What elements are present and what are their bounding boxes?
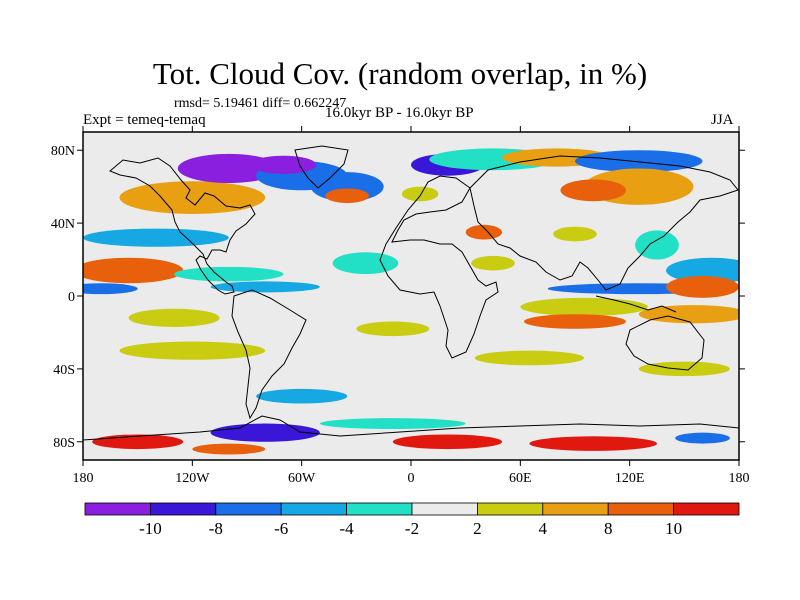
anomaly-patch-13 [356, 321, 430, 337]
anomaly-patch-7 [174, 266, 284, 282]
asia-coastline [469, 155, 739, 291]
x-axis: 180 120W 60W 0 60E 120E 180 [73, 126, 750, 486]
y-tick-label: 80N [51, 144, 75, 159]
colorbar-label: -10 [139, 519, 162, 538]
antarctica-coastline [83, 415, 739, 441]
anomaly-patch-39 [192, 443, 266, 455]
anomaly-patch-24 [471, 255, 515, 271]
colorbar-swatch-9 [607, 502, 675, 516]
colorbar-label: 8 [604, 519, 613, 538]
anomaly-patch-9 [210, 281, 320, 293]
colorbar-label: 10 [665, 519, 682, 538]
colorbar-swatch-10 [673, 502, 740, 516]
y-tick-label: 40N [51, 217, 75, 232]
period-label: 16.0kyr BP - 16.0kyr BP [325, 105, 474, 121]
rmsd-diff-stats: rmsd= 5.19461 diff= 0.662247 [174, 96, 347, 111]
anomaly-patch-38 [92, 434, 184, 450]
experiment-label: Expt = temeq-temaq [83, 112, 206, 128]
colorbar-label: -2 [405, 519, 419, 538]
anomaly-patch-26 [635, 230, 679, 260]
anomaly-patch-4 [250, 155, 317, 174]
colorbar-swatch-8 [542, 502, 609, 516]
anomaly-patch-19 [575, 150, 703, 173]
anomaly-patch-27 [666, 257, 739, 284]
australia-coastline [625, 315, 705, 371]
x-tick-label: 0 [408, 471, 415, 486]
x-tick-label: 60E [509, 471, 532, 486]
colorbar-swatch-6 [411, 502, 478, 516]
y-tick-label: 40S [53, 363, 75, 378]
y-tick-label: 80S [53, 436, 75, 451]
season-label: JJA [711, 112, 734, 128]
anomaly-patch-31 [523, 314, 627, 329]
anomaly-patch-40 [392, 434, 503, 450]
anomaly-patch-37 [319, 418, 466, 430]
x-tick-label: 60W [288, 471, 316, 486]
anomaly-patch-22 [401, 186, 439, 202]
indonesia-coastline [595, 295, 677, 313]
colorbar-swatch-5 [346, 502, 413, 516]
anomaly-patch-10 [128, 308, 220, 327]
anomaly-patch-34 [638, 361, 730, 377]
anomaly-patch-11 [119, 341, 266, 360]
anomaly-patch-15 [325, 188, 370, 204]
anomaly-patch-29 [520, 297, 648, 317]
colorbar-swatch-1 [84, 502, 151, 516]
anomaly-patch-5 [83, 228, 229, 247]
south-america-coastline [231, 289, 307, 420]
anomaly-patch-35 [256, 388, 348, 404]
colorbar-label: -8 [209, 519, 223, 538]
colorbar-label: -4 [340, 519, 355, 538]
anomaly-patch-32 [666, 275, 739, 298]
anomaly-patch-23 [465, 224, 503, 240]
coastlines [83, 145, 739, 441]
anomaly-patch-1 [119, 181, 266, 215]
north-america-coastline [109, 157, 256, 295]
greenland-coastline [294, 145, 349, 189]
colorbar-label: 4 [539, 519, 548, 538]
anomaly-patch-25 [553, 226, 597, 242]
colorbar: -10 -8 -6 -4 -2 2 4 8 10 [84, 502, 740, 538]
colorbar-swatch-4 [280, 502, 348, 516]
y-axis: 80N 40N 0 40S 80S [51, 144, 745, 451]
anomaly-patch-33 [474, 350, 585, 366]
anomaly-patch-30 [638, 305, 739, 324]
anomaly-field [83, 132, 739, 460]
anomaly-patch-42 [675, 432, 730, 444]
colorbar-swatch-3 [215, 502, 282, 516]
x-tick-label: 120E [615, 471, 645, 486]
colorbar-swatch-7 [476, 502, 544, 516]
x-tick-label: 180 [73, 471, 94, 486]
x-tick-label: 180 [729, 471, 750, 486]
chart-title: Tot. Cloud Cov. (random overlap, in %) [152, 56, 648, 91]
anomaly-patch-8 [83, 283, 138, 295]
y-tick-label: 0 [68, 290, 75, 305]
anomaly-patch-21 [560, 179, 627, 202]
anomaly-patch-6 [83, 257, 184, 284]
anomaly-patch-41 [529, 436, 657, 451]
colorbar-label: 2 [473, 519, 482, 538]
europe-africa-coastline [379, 175, 499, 359]
colorbar-label: -6 [274, 519, 288, 538]
anomaly-patch-12 [332, 252, 399, 275]
colorbar-swatch-2 [149, 502, 217, 516]
x-tick-label: 120W [175, 471, 210, 486]
